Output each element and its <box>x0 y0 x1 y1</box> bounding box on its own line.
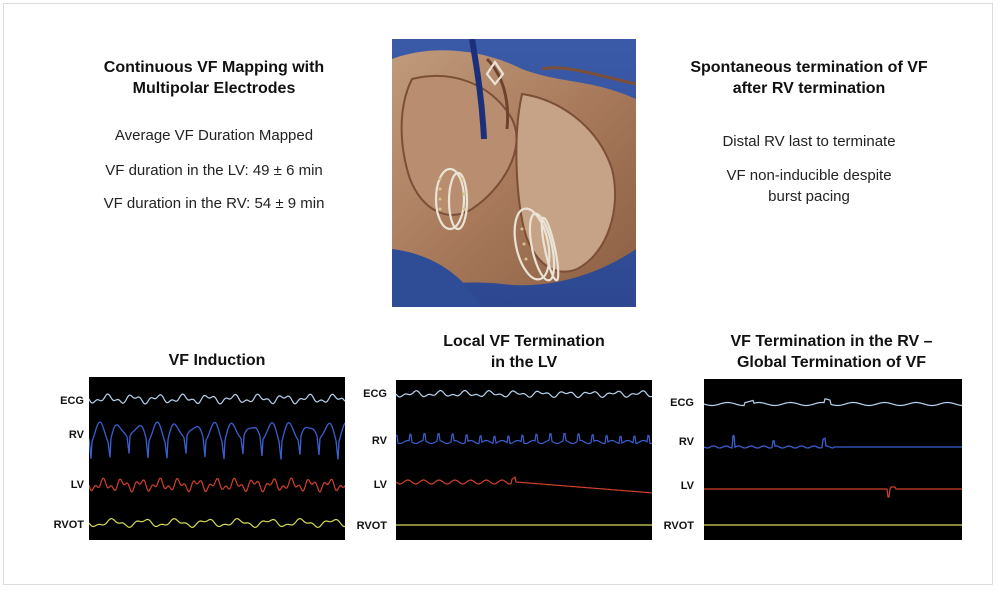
panel2-lv-trace <box>395 476 653 494</box>
panel1-title: VF Induction <box>168 352 266 369</box>
panel3-lead-rv: RV <box>678 436 694 448</box>
panel2-ecg-trace <box>395 389 653 399</box>
right-title-line1: Spontaneous termination of VF <box>690 59 928 76</box>
panel2-lead-ecg: ECG <box>363 388 387 400</box>
lv-duration-text: VF duration in the LV: 49 ± 6 min <box>105 162 323 179</box>
rv-termination-trace-svg <box>703 398 963 526</box>
panel2-title-line1: Local VF Termination <box>443 333 605 350</box>
heart-specimen-photo <box>392 39 636 307</box>
rv-termination-traces <box>703 379 963 540</box>
left-subtitle: Average VF Duration Mapped <box>114 127 314 144</box>
panel2-lead-rvot: RVOT <box>356 520 387 532</box>
panel2-title-line2: in the LV <box>490 354 558 371</box>
slide: Continuous VF Mapping with Multipolar El… <box>44 39 964 549</box>
panel1-rv-trace <box>88 421 346 460</box>
panel2-rv-trace <box>395 432 653 445</box>
panel2-lead-rv: RV <box>371 435 387 447</box>
panel3-lead-ecg: ECG <box>670 397 694 409</box>
panel2-lead-lv: LV <box>373 479 387 491</box>
left-title-line2: Multipolar Electrodes <box>132 80 296 97</box>
panel3-lead-rvot: RVOT <box>663 520 694 532</box>
panel3-lead-lv: LV <box>680 480 694 492</box>
panel1-lead-lv: LV <box>70 479 84 491</box>
panel1-rvot-trace <box>88 517 345 529</box>
right-point2-line2: burst pacing <box>768 188 850 205</box>
panel1-lead-rv: RV <box>68 429 84 441</box>
right-title-line2: after RV termination <box>732 80 886 97</box>
panel1-lead-rvot: RVOT <box>53 519 84 531</box>
panel3-rv-trace <box>703 434 962 449</box>
panel1-lead-ecg: ECG <box>60 395 84 407</box>
panel3-title-line1: VF Termination in the RV – <box>730 333 933 350</box>
vf-induction-traces <box>88 377 346 540</box>
panel3-title-line2: Global Termination of VF <box>736 354 927 371</box>
figure-frame: Continuous VF Mapping with Multipolar El… <box>3 3 993 585</box>
right-point2-line1: VF non-inducible despite <box>726 167 892 184</box>
rv-duration-text: VF duration in the RV: 54 ± 9 min <box>103 195 325 212</box>
lv-termination-trace-svg <box>395 389 653 526</box>
panel3-lv-trace <box>704 486 962 498</box>
panel1-lv-trace <box>88 477 346 493</box>
panel3-ecg-trace <box>703 398 963 407</box>
vf-induction-trace-svg <box>88 393 346 529</box>
left-title-line1: Continuous VF Mapping with <box>103 59 325 76</box>
right-point-distal-rv: Distal RV last to terminate <box>722 133 896 150</box>
panel1-ecg-trace <box>88 393 346 405</box>
lv-termination-traces <box>395 380 653 540</box>
